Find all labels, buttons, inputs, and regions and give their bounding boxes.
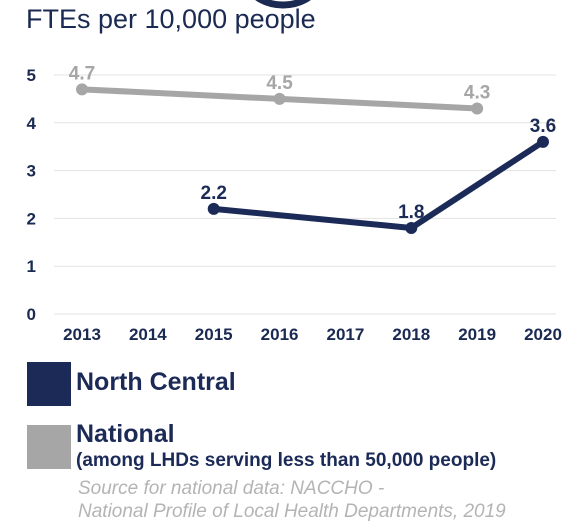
data-label-national: 4.3: [464, 82, 490, 103]
y-axis-ticks: 0 1 2 3 4 5: [27, 66, 37, 324]
y-tick-label: 1: [27, 257, 36, 276]
x-tick-label: 2020: [524, 325, 562, 344]
title-arc-fragment: [255, 0, 311, 9]
x-tick-label: 2014: [129, 325, 167, 344]
source-line-1: Source for national data: NACCHO -: [78, 478, 385, 499]
data-label-national: 4.5: [266, 73, 293, 94]
data-point-national: [471, 102, 484, 115]
data-point-national: [273, 92, 286, 105]
data-point-north-central: [537, 135, 549, 148]
data-label-north-central: 1.8: [398, 202, 424, 223]
series-line-north-central: [210, 138, 546, 231]
series-layer: 2.2 1.8 3.6 4.7 4.5 4.3: [69, 63, 556, 234]
y-tick-label: 5: [27, 66, 36, 85]
legend-label-north-central: North Central: [76, 368, 236, 396]
data-label-north-central: 2.2: [201, 183, 227, 204]
x-tick-label: 2018: [392, 325, 430, 344]
legend-sublabel-national: (among LHDs serving less than 50,000 peo…: [76, 450, 497, 471]
x-tick-label: 2017: [327, 325, 365, 344]
x-tick-label: 2019: [458, 325, 496, 344]
x-tick-label: 2015: [195, 325, 233, 344]
data-label-national: 4.7: [69, 63, 95, 84]
x-tick-label: 2013: [63, 325, 101, 344]
x-tick-label: 2016: [261, 325, 299, 344]
legend-swatch-north-central: [27, 362, 71, 406]
data-point-north-central: [207, 202, 220, 215]
chart-subtitle: FTEs per 10,000 people: [26, 4, 316, 34]
y-tick-label: 4: [27, 114, 37, 133]
y-tick-label: 2: [27, 209, 36, 228]
data-label-north-central: 3.6: [530, 116, 556, 137]
data-point-north-central: [405, 221, 418, 234]
grid-layer: [54, 74, 556, 315]
legend-label-national: National: [76, 420, 175, 448]
data-point-national: [76, 83, 88, 96]
y-tick-label: 3: [27, 162, 36, 181]
x-axis-ticks: 2013 2014 2015 2016 2017 2018 2019 2020: [63, 325, 562, 344]
legend-swatch-national: [27, 425, 71, 469]
source-line-2: National Profile of Local Health Departm…: [78, 501, 506, 522]
y-tick-label: 0: [27, 305, 36, 324]
